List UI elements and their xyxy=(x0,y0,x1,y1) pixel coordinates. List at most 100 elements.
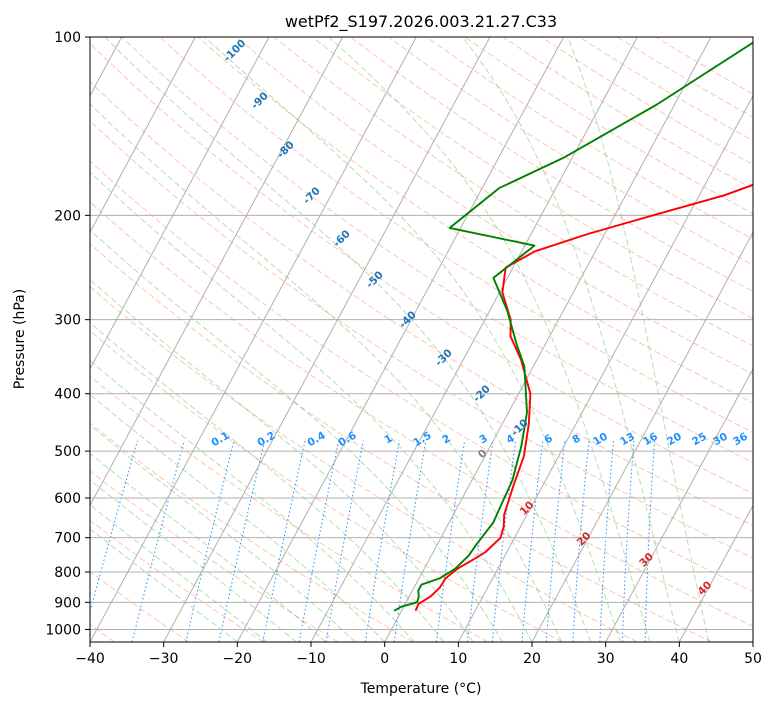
moist-adiabat-line xyxy=(90,171,533,642)
mixing-ratio-line xyxy=(364,440,400,642)
moist-adiabat-line xyxy=(567,37,710,642)
dry-adiabat-line xyxy=(90,286,638,642)
isotherm-grid-line xyxy=(310,37,638,642)
dry-adiabat-line xyxy=(578,37,753,142)
x-tick-label: 10 xyxy=(449,651,467,667)
moist-adiabat-line xyxy=(90,229,503,642)
moist-adiabat-label: -100 xyxy=(221,37,248,64)
dry-adiabat-line xyxy=(90,243,712,642)
moist-adiabat-line xyxy=(104,37,592,642)
y-axis-label: Pressure (hPa) xyxy=(12,289,28,389)
dry-adiabat-line xyxy=(426,37,753,240)
moist-adiabat-line xyxy=(90,479,297,642)
dry-adiabat-line xyxy=(502,37,753,190)
dry-adiabat-line xyxy=(159,37,753,434)
mixing-ratio-line xyxy=(644,440,656,642)
dry-adiabat-line xyxy=(121,37,753,464)
dry-adiabat-line xyxy=(90,519,264,642)
y-tick-label: 300 xyxy=(54,313,81,329)
y-tick-label: 500 xyxy=(54,444,81,460)
mixing-ratio-label: 10 xyxy=(591,431,610,449)
isotherm-grid-line xyxy=(90,37,196,234)
x-axis: −40 −30 −20 −10 0 10 20 30 40 50 xyxy=(75,642,762,667)
moist-adiabat-label: -30 xyxy=(433,347,455,369)
temperature-profile xyxy=(414,183,753,612)
dry-adiabat-line xyxy=(197,37,753,404)
isotherm-grid-line xyxy=(163,37,491,642)
moist-adiabat-line xyxy=(90,321,444,642)
isotherm-grid-line xyxy=(605,367,753,642)
dry-adiabat-line xyxy=(617,37,753,118)
x-tick-label: 30 xyxy=(597,651,615,667)
dry-adiabat-line xyxy=(90,160,753,593)
mixing-ratio-line xyxy=(467,440,494,642)
isotherm-grid-line xyxy=(236,37,565,642)
mixing-ratio-line xyxy=(90,440,138,614)
isotherm-grid-line xyxy=(531,231,753,642)
moist-adiabat-label: -70 xyxy=(301,185,323,207)
mixing-ratio-line xyxy=(572,440,590,642)
dry-adiabat-line xyxy=(90,470,339,642)
isotherm-grid-line xyxy=(457,94,753,642)
mixing-ratio-line xyxy=(298,440,340,642)
mixing-ratio-label: 13 xyxy=(618,431,637,449)
mixing-ratio-label: 0.4 xyxy=(305,430,327,450)
mixing-ratio-label: 1.5 xyxy=(411,430,433,450)
dry-adiabat-line xyxy=(655,37,753,95)
moist-adiabat-label: -50 xyxy=(364,269,386,291)
mixing-ratio-line xyxy=(262,440,306,642)
dry-adiabat-line xyxy=(90,570,190,642)
dry-adiabat-line xyxy=(90,201,753,627)
mixing-ratio-line xyxy=(435,440,466,642)
mixing-ratio-line xyxy=(218,440,266,642)
mixing-ratio-label: 16 xyxy=(641,431,660,449)
dry-adiabat-line xyxy=(90,120,753,559)
x-tick-label: −20 xyxy=(223,651,253,667)
dry-adiabat-line xyxy=(311,37,753,319)
x-tick-label: 0 xyxy=(380,651,389,667)
dry-adiabat-line xyxy=(90,81,753,527)
x-tick-label: 50 xyxy=(744,651,762,667)
moist-adiabat-line xyxy=(90,103,562,642)
mixing-ratio-label: 25 xyxy=(690,431,709,449)
dry-adiabat-line xyxy=(388,37,753,266)
plot-frame xyxy=(89,36,754,643)
y-tick-label: 600 xyxy=(54,491,81,507)
x-tick-label: 20 xyxy=(523,651,541,667)
dry-adiabat-line xyxy=(350,37,753,292)
isotherm-grid-line xyxy=(678,504,753,642)
isotherm-grid-line xyxy=(752,640,753,642)
moist-adiabat-line xyxy=(204,37,621,642)
mixing-ratio-label: 8 xyxy=(570,432,582,446)
mixing-ratio-line xyxy=(521,440,544,642)
mixing-ratio-line xyxy=(491,440,517,642)
mixing-ratio-line xyxy=(545,440,566,642)
y-tick-label: 1000 xyxy=(45,622,81,638)
y-tick-label: 200 xyxy=(54,208,81,224)
dry-adiabat-line xyxy=(90,375,488,642)
isotherm-grid-line xyxy=(90,37,344,507)
y-tick-label: 100 xyxy=(54,30,81,46)
moist-adiabat-label: -20 xyxy=(471,383,493,405)
moist-adiabat-line xyxy=(461,37,680,642)
x-axis-label: Temperature (°C) xyxy=(360,681,482,697)
moist-adiabat-line xyxy=(328,37,651,642)
isotherm-grid-line xyxy=(90,37,417,642)
mixing-ratio-line xyxy=(185,440,235,642)
x-tick-label: −10 xyxy=(296,651,326,667)
moist-adiabat-line xyxy=(90,393,386,642)
plot-area: 010203040-100-90-80-70-60-50-40-30-20-10… xyxy=(90,37,753,642)
x-tick-label: −40 xyxy=(75,651,105,667)
isotherm-grid-line xyxy=(384,37,712,642)
dry-adiabat-line xyxy=(90,42,753,495)
moist-adiabat-line xyxy=(90,528,238,642)
y-tick-label: 900 xyxy=(54,595,81,611)
mixing-ratio-line xyxy=(131,440,185,642)
mixing-ratio-label: 3 xyxy=(477,432,489,446)
mixing-ratio-label: 0.2 xyxy=(255,430,277,450)
x-tick-label: −30 xyxy=(149,651,179,667)
mixing-ratio-label: 30 xyxy=(711,431,730,449)
mixing-ratio-line xyxy=(325,440,364,642)
dry-adiabat-line xyxy=(540,37,753,166)
